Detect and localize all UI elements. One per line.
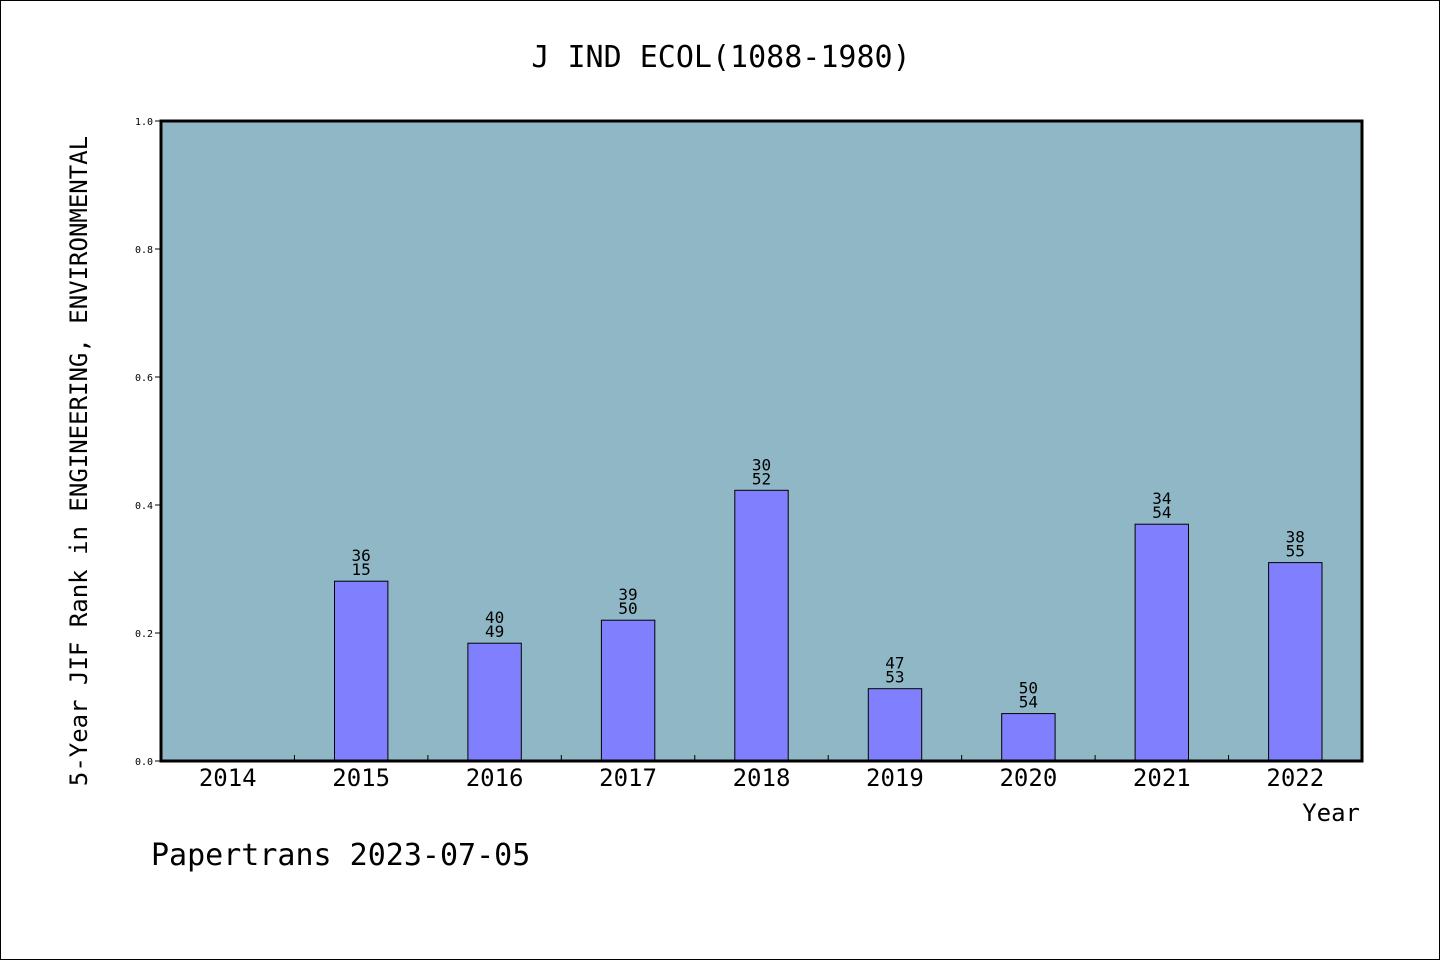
y-tick-label: 0.0 — [135, 757, 153, 768]
bar-2018 — [734, 489, 789, 762]
y-tick-label: 0.8 — [135, 245, 153, 256]
y-axis-label: 5-Year JIF Rank in ENGINEERING, ENVIRONM… — [65, 136, 93, 786]
bar-label-top-2018: 30 — [752, 455, 771, 474]
bar-2016 — [467, 642, 522, 762]
y-ticks-layer: 0.0 0.2 0.4 0.6 0.8 1.0 — [135, 117, 161, 768]
x-tick-label-2018: 2018 — [733, 764, 791, 792]
bar-label-bottom-2019: 53 — [885, 668, 904, 687]
bar-2019 — [867, 688, 923, 762]
bar-label-bottom-2022: 55 — [1286, 542, 1305, 561]
bar-label-top-2021: 34 — [1152, 489, 1171, 508]
bar-label-bottom-2015: 15 — [352, 560, 371, 579]
bar-label-top-2015: 36 — [352, 546, 371, 565]
x-ticks-layer: 2014 2015 2016 2017 2018 2019 2020 2021 2022 — [199, 755, 1324, 792]
y-tick-label: 1.0 — [135, 117, 153, 128]
bar-label-top-2016: 40 — [485, 608, 504, 627]
x-axis-label: Year — [1302, 799, 1360, 827]
x-tick-label-2021: 2021 — [1133, 764, 1191, 792]
bars-layer — [334, 489, 1323, 762]
bar-label-bottom-2021: 54 — [1152, 503, 1171, 522]
x-tick-label-2019: 2019 — [866, 764, 924, 792]
bar-2015 — [334, 580, 389, 762]
bar-label-top-2022: 38 — [1286, 528, 1305, 547]
x-tick-label-2015: 2015 — [332, 764, 390, 792]
x-tick-label-2020: 2020 — [999, 764, 1057, 792]
x-tick-label-2017: 2017 — [599, 764, 657, 792]
bar-2017 — [600, 619, 656, 762]
y-tick-label: 0.4 — [135, 501, 153, 512]
bar-2020 — [1001, 713, 1056, 762]
bar-label-top-2019: 47 — [885, 654, 904, 673]
bar-label-top-2020: 50 — [1019, 679, 1038, 698]
chart-title: J IND ECOL(1088-1980) — [531, 40, 910, 75]
bar-label-bottom-2020: 54 — [1019, 693, 1038, 712]
plot-border — [159, 119, 1364, 763]
bar-label-bottom-2017: 50 — [618, 599, 637, 618]
x-tick-label-2016: 2016 — [466, 764, 524, 792]
bar-label-top-2017: 39 — [618, 585, 637, 604]
bar-2022 — [1268, 562, 1323, 762]
y-tick-label: 0.6 — [135, 373, 153, 384]
bar-2021 — [1134, 523, 1189, 762]
footer-text: Papertrans 2023-07-05 — [151, 838, 530, 873]
x-tick-label-2014: 2014 — [199, 764, 257, 792]
bar-label-bottom-2016: 49 — [485, 622, 504, 641]
bar-label-bottom-2018: 52 — [752, 469, 771, 488]
x-tick-label-2022: 2022 — [1266, 764, 1324, 792]
y-tick-label: 0.2 — [135, 629, 153, 640]
